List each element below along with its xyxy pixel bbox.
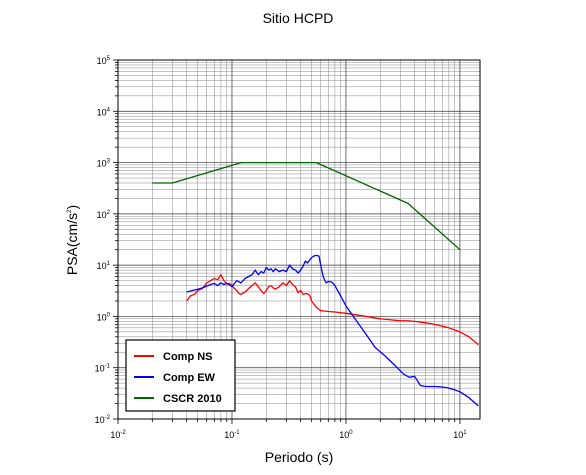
x-tick-label: 100 bbox=[339, 430, 353, 440]
x-tick-label-exponent: 1 bbox=[463, 430, 467, 436]
legend: Comp NS Comp EW CSCR 2010 bbox=[125, 339, 236, 412]
y-tick-label-exponent: 5 bbox=[107, 56, 111, 62]
y-tick-label-base: 10 bbox=[97, 107, 107, 117]
y-tick-label-base: 10 bbox=[97, 56, 107, 66]
y-tick-label-base: 10 bbox=[97, 312, 107, 322]
y-tick-label: 101 bbox=[97, 261, 111, 271]
y-tick-label-exponent: 4 bbox=[107, 107, 111, 113]
x-tick-label-exponent: -1 bbox=[234, 430, 240, 436]
x-tick-label-exponent: 0 bbox=[349, 430, 353, 436]
series-line-comp-ew bbox=[186, 254, 479, 407]
chart-title: Sitio HCPD bbox=[263, 10, 334, 26]
y-axis-label-sup: 2 bbox=[67, 209, 73, 213]
y-tick-label: 100 bbox=[97, 312, 111, 322]
x-tick-label: 10-1 bbox=[224, 430, 240, 440]
legend-label-comp-ns: Comp NS bbox=[163, 351, 213, 363]
x-tick-label: 10-2 bbox=[110, 430, 126, 440]
y-tick-label-base: 10 bbox=[97, 210, 107, 220]
x-tick-label-base: 10 bbox=[453, 430, 463, 440]
y-tick-label: 10-2 bbox=[95, 415, 111, 425]
x-tick-label-base: 10 bbox=[224, 430, 234, 440]
series-layer bbox=[152, 161, 479, 407]
x-tick-label-base: 10 bbox=[110, 430, 120, 440]
legend-label-comp-ew: Comp EW bbox=[163, 372, 216, 384]
y-tick-label-base: 10 bbox=[95, 364, 105, 374]
y-axis-label: PSA(cm/s2) bbox=[64, 205, 80, 275]
y-tick-label-exponent: 3 bbox=[107, 159, 111, 165]
y-axis-label-base: PSA(cm/s bbox=[64, 213, 80, 275]
x-tick-label: 101 bbox=[453, 430, 467, 440]
y-tick-label-exponent: 0 bbox=[107, 312, 111, 318]
x-tick-labels: 10-2 10-1 100 101 bbox=[110, 430, 467, 440]
series-line-comp-ns bbox=[186, 274, 479, 346]
y-tick-label: 102 bbox=[97, 210, 111, 220]
y-axis-label-tail: ) bbox=[64, 205, 80, 210]
y-tick-label-exponent: 2 bbox=[107, 210, 111, 216]
legend-label-cscr-2010: CSCR 2010 bbox=[163, 393, 222, 405]
y-tick-label-base: 10 bbox=[95, 415, 105, 425]
series-line-cscr-2010 bbox=[152, 161, 461, 251]
y-tick-label-exponent: -1 bbox=[105, 364, 111, 370]
y-tick-label-base: 10 bbox=[97, 159, 107, 169]
legend-box bbox=[125, 339, 236, 412]
y-tick-label: 104 bbox=[97, 107, 111, 117]
y-tick-label: 10-1 bbox=[95, 364, 111, 374]
y-tick-label: 105 bbox=[97, 56, 111, 66]
x-tick-label-base: 10 bbox=[339, 430, 349, 440]
x-axis-label: Periodo (s) bbox=[265, 449, 333, 465]
y-tick-label-base: 10 bbox=[97, 261, 107, 271]
x-tick-label-exponent: -2 bbox=[120, 430, 126, 436]
y-tick-label: 103 bbox=[97, 159, 111, 169]
y-tick-label-exponent: -2 bbox=[105, 415, 111, 421]
axis-ticks bbox=[113, 59, 461, 424]
y-tick-label-exponent: 1 bbox=[107, 261, 111, 267]
legend-items: Comp NS Comp EW CSCR 2010 bbox=[134, 351, 222, 405]
plot-frame bbox=[117, 59, 481, 420]
